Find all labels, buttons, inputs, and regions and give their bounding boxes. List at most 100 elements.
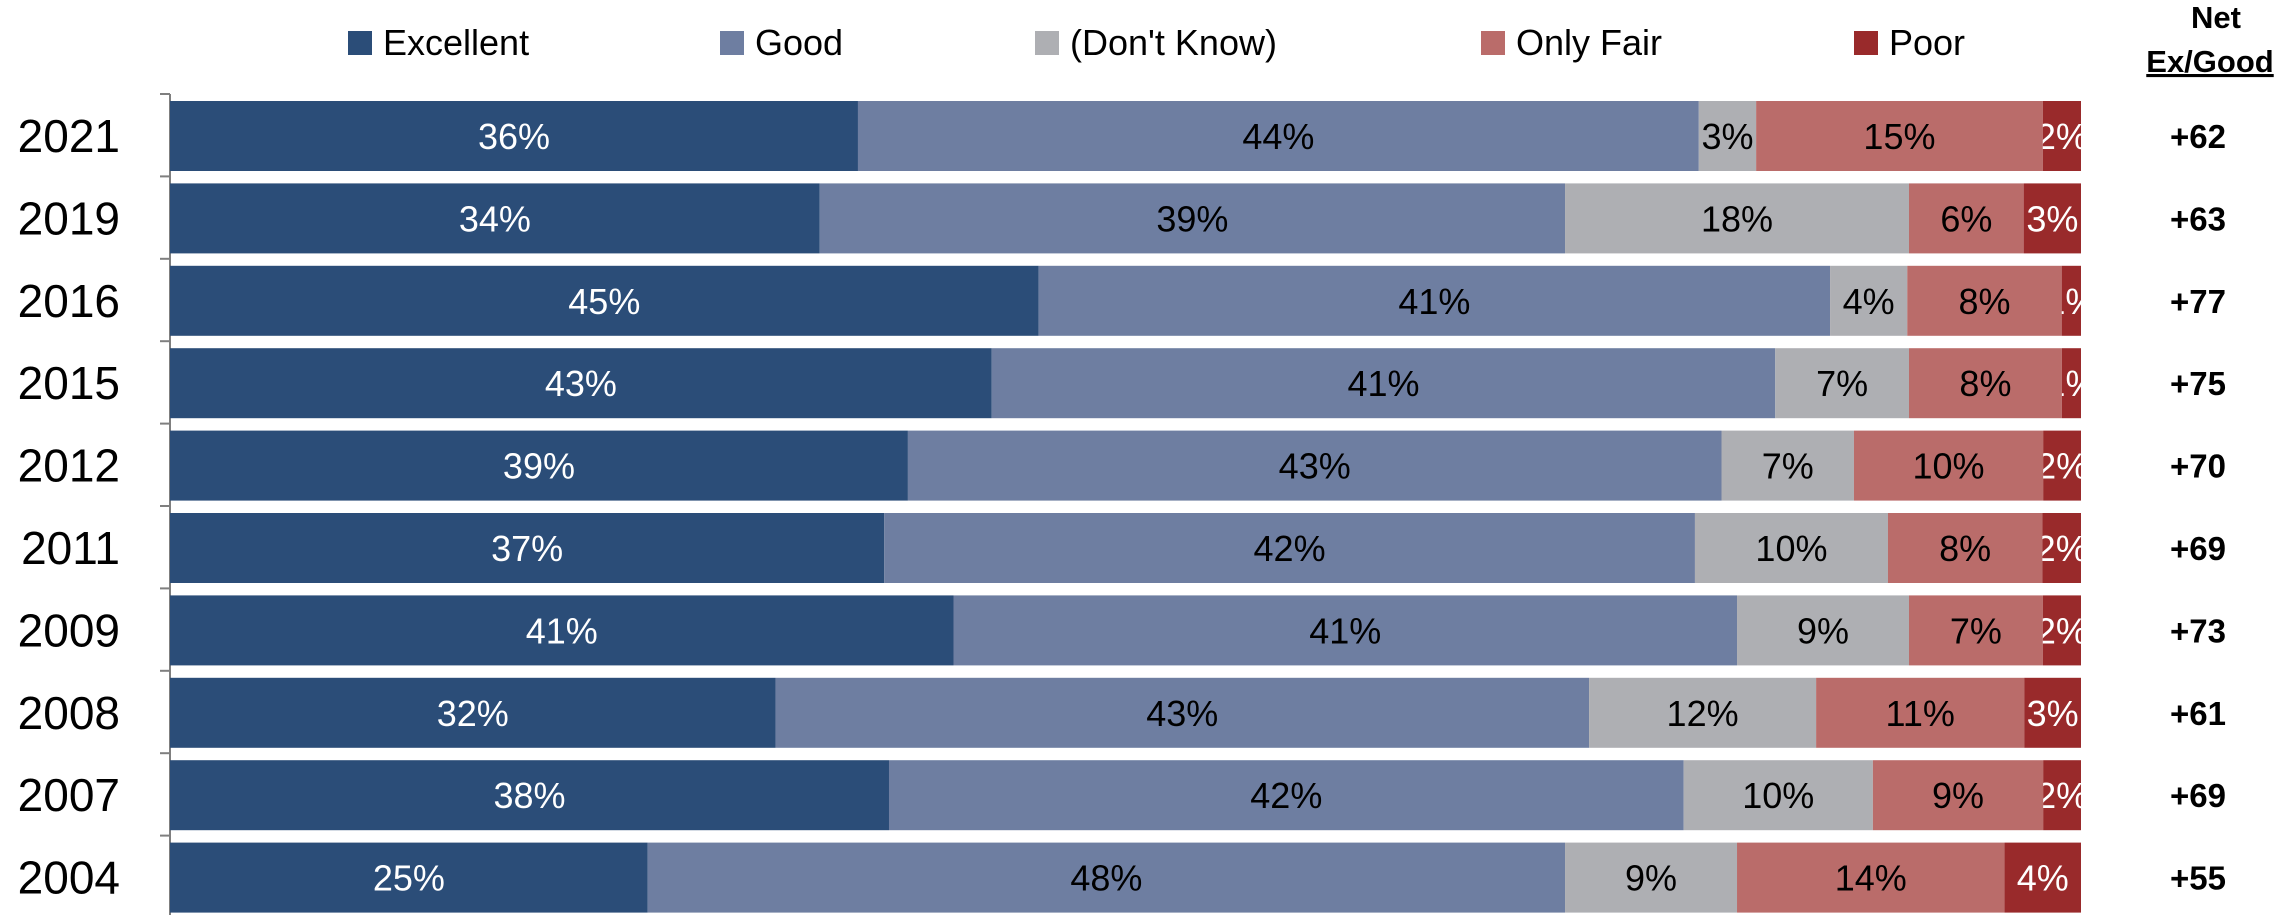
data-label-don-t-know-2016: 4% [1843,281,1895,322]
bar-excellent-2011 [170,513,885,583]
bar-good-2007 [888,760,1684,831]
legend-label-only-fair: Only Fair [1516,22,1662,63]
data-label-good-2008: 43% [1146,693,1218,734]
bar-good-2011 [884,513,1695,583]
data-label-poor-2007: 2% [2036,775,2088,816]
net-value-2012: +70 [2170,448,2226,485]
bar-good-2004 [647,842,1566,913]
legend-item-only-fair: Only Fair [1481,22,1662,63]
bar-poor-2011 [2042,513,2081,583]
net-value-2008: +61 [2170,695,2226,732]
net-value-2021: +62 [2170,118,2226,155]
bar-only-fair-2019 [1909,183,2024,254]
bar-excellent-2012 [170,430,908,501]
bar-excellent-2015 [170,348,992,419]
data-label-only-fair-2008: 11% [1885,693,1954,734]
bar-don-t-know-2009 [1737,595,1910,666]
bar-poor-2009 [2042,595,2081,666]
bar-only-fair-2012 [1853,430,2044,501]
category-label-2015: 2015 [18,357,120,409]
bar-excellent-2019 [170,183,820,254]
bar-only-fair-2004 [1737,842,2005,913]
category-label-2011: 2011 [21,522,120,574]
data-label-good-2004: 48% [1070,858,1142,899]
bar-excellent-2016 [170,265,1039,336]
data-label-don-t-know-2009: 9% [1797,610,1849,651]
data-label-poor-2008: 3% [2027,693,2079,734]
legend-label-don-t-know: (Don't Know) [1070,22,1277,63]
bar-don-t-know-2007 [1683,760,1873,831]
data-label-poor-2004: 4% [2017,858,2069,899]
bar-poor-2021 [2042,101,2081,171]
bar-only-fair-2016 [1907,265,2062,336]
data-label-poor-2009: 2% [2036,610,2088,651]
data-label-only-fair-2016: 8% [1958,281,2010,322]
bar-only-fair-2008 [1816,677,2025,748]
data-label-don-t-know-2008: 12% [1667,693,1739,734]
net-header-line1: Net [2191,0,2241,35]
data-label-excellent-2021: 36% [478,116,550,157]
legend-label-poor: Poor [1889,22,1965,63]
bar-row-2012: 39% 43% 7% 10% 2% [170,430,2088,501]
data-label-excellent-2008: 32% [437,693,509,734]
data-label-excellent-2009: 41% [526,610,598,651]
legend-item-don-t-know: (Don't Know) [1035,22,1277,63]
bar-row-2008: 32% 43% 12% 11% 3% [170,677,2081,748]
bar-row-2007: 38% 42% 10% 9% 2% [170,760,2088,831]
data-label-don-t-know-2011: 10% [1755,528,1827,569]
bar-only-fair-2021 [1756,101,2043,171]
bar-don-t-know-2016 [1830,265,1908,336]
bar-poor-2007 [2043,760,2081,831]
bar-good-2019 [819,183,1566,254]
bar-poor-2019 [2023,183,2081,254]
net-header-line2: Ex/Good [2146,44,2273,79]
legend-swatch-excellent [348,31,372,55]
category-label-2021: 2021 [18,110,120,162]
category-label-2012: 2012 [18,440,120,492]
bar-poor-2016 [2061,265,2081,336]
data-label-poor-2012: 2% [2036,446,2088,487]
bar-don-t-know-2021 [1698,101,1757,171]
data-label-excellent-2004: 25% [373,858,445,899]
data-label-poor-2021: 2% [2036,116,2088,157]
data-label-good-2009: 41% [1309,610,1381,651]
data-label-good-2012: 43% [1279,446,1351,487]
data-label-don-t-know-2004: 9% [1625,858,1677,899]
legend: Excellent Good (Don't Know) Only Fair Poor [348,22,1965,63]
legend-item-poor: Poor [1854,22,1965,63]
category-label-2019: 2019 [18,192,120,244]
bar-excellent-2004 [170,842,648,913]
legend-item-good: Good [720,22,843,63]
category-axis: 2021 2019 2016 2015 2012 2011 2009 2008 2007 2004 [18,93,171,915]
net-value-2019: +63 [2170,200,2226,237]
bar-row-2015: 43% 41% 7% 8% 1% [170,348,2081,419]
legend-swatch-poor [1854,31,1878,55]
data-label-good-2015: 41% [1347,363,1419,404]
category-label-2009: 2009 [18,604,120,656]
data-label-excellent-2007: 38% [493,775,565,816]
net-value-2011: +69 [2170,530,2226,567]
legend-swatch-good [720,31,744,55]
bar-only-fair-2011 [1887,513,2043,583]
bar-row-2021: 36% 44% 3% 15% 2% [170,101,2088,171]
bar-excellent-2008 [170,677,776,748]
data-label-excellent-2015: 43% [545,363,617,404]
category-label-2016: 2016 [18,275,120,327]
data-label-good-2019: 39% [1156,198,1228,239]
legend-item-excellent: Excellent [348,22,529,63]
bars: 36% 44% 3% 15% 2%34% 39% 18% 6% 3%45% 41% 4% 8% 1%43… [170,101,2088,913]
bar-good-2015 [991,348,1776,419]
data-label-poor-2011: 2% [2036,528,2088,569]
legend-swatch-don-t-know [1035,31,1059,55]
data-label-excellent-2011: 37% [491,528,563,569]
bar-don-t-know-2011 [1694,513,1888,583]
bar-only-fair-2015 [1909,348,2062,419]
bar-only-fair-2009 [1909,595,2043,666]
data-label-good-2011: 42% [1254,528,1326,569]
bar-poor-2015 [2061,348,2081,419]
net-ex-good-column: +62 +63 +77 +75 +70 +69 +73 +61 +69 +55 [2170,118,2226,897]
bar-poor-2012 [2043,430,2081,501]
bar-don-t-know-2004 [1565,842,1738,913]
data-label-excellent-2012: 39% [503,446,575,487]
